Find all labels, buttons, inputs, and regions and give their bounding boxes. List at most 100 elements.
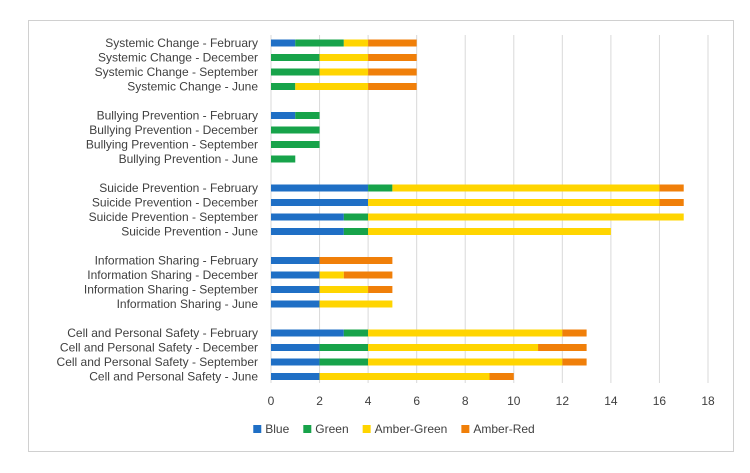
category-label: Bullying Prevention - February xyxy=(97,109,258,123)
x-tick-label: 14 xyxy=(604,394,618,408)
bar-segment xyxy=(295,83,369,90)
bar-segment xyxy=(271,126,320,134)
category-label: Suicide Prevention - December xyxy=(92,196,258,210)
bar-segment xyxy=(368,358,563,366)
legend-swatch xyxy=(461,425,470,433)
category-label: Bullying Prevention - December xyxy=(89,123,258,137)
bar-segment xyxy=(319,68,369,76)
bar-segment xyxy=(271,213,344,221)
bar-segment xyxy=(343,228,369,235)
bar-segment xyxy=(271,329,344,337)
bar-segment xyxy=(368,199,660,206)
legend-swatch xyxy=(253,425,262,433)
bar-segment xyxy=(319,300,393,308)
category-label: Cell and Personal Safety - June xyxy=(89,370,258,384)
bar-segment xyxy=(271,257,320,264)
legend-swatch xyxy=(303,425,312,433)
x-tick-label: 4 xyxy=(365,394,372,408)
bar-segment xyxy=(368,228,611,235)
category-label: Information Sharing - June xyxy=(117,297,259,311)
bar-segment xyxy=(271,286,320,293)
bar-segment xyxy=(368,329,563,337)
bar-segment xyxy=(343,271,393,279)
bar-segment xyxy=(295,39,344,47)
bar-segment xyxy=(319,344,369,351)
x-tick-label: 0 xyxy=(268,394,275,408)
bar-segment xyxy=(392,184,660,192)
x-tick-label: 6 xyxy=(413,394,420,408)
legend-swatch xyxy=(362,425,371,433)
category-label: Suicide Prevention - February xyxy=(99,181,258,195)
bar-segment xyxy=(271,228,344,235)
category-label: Suicide Prevention - September xyxy=(89,210,258,224)
bar-segment xyxy=(271,54,320,61)
chart-frame: Systemic Change - February Systemic Chang… xyxy=(28,20,734,452)
bar-segment xyxy=(343,213,369,221)
x-tick-labels: 0 2 4 6 8 10 12 14 16 18 xyxy=(268,394,715,408)
bars xyxy=(271,39,684,380)
bar-segment xyxy=(319,54,369,61)
bar-segment xyxy=(562,358,587,366)
category-label: Bullying Prevention - June xyxy=(119,152,259,166)
bar-segment xyxy=(368,184,393,192)
gridlines xyxy=(270,35,709,383)
bar-segment xyxy=(271,39,296,47)
bar-segment xyxy=(319,257,393,264)
bar-segment xyxy=(368,83,417,90)
bar-segment xyxy=(271,184,369,192)
category-label: Cell and Personal Safety - September xyxy=(57,355,258,369)
bar-segment xyxy=(271,358,320,366)
bar-segment xyxy=(271,199,369,206)
legend-label: Blue xyxy=(265,422,289,436)
category-label: Cell and Personal Safety - December xyxy=(60,341,258,355)
bar-segment xyxy=(295,112,320,119)
bar-segment xyxy=(319,358,369,366)
bar-segment xyxy=(562,329,587,337)
bar-segment xyxy=(271,300,320,308)
bar-segment xyxy=(659,184,684,192)
x-tick-label: 10 xyxy=(507,394,521,408)
bar-segment xyxy=(271,68,320,76)
category-label: Information Sharing - September xyxy=(84,283,258,297)
legend-label: Green xyxy=(315,422,348,436)
bar-segment xyxy=(343,39,369,47)
bar-segment xyxy=(368,54,417,61)
bar-segment xyxy=(271,344,320,351)
category-label: Systemic Change - June xyxy=(127,80,258,94)
bar-segment xyxy=(271,141,320,148)
legend: Blue Green Amber-Green Amber-Red xyxy=(253,422,535,436)
category-label: Systemic Change - December xyxy=(98,51,258,65)
legend-label: Amber-Red xyxy=(473,422,534,436)
x-tick-label: 18 xyxy=(701,394,715,408)
bar-segment xyxy=(343,329,369,337)
bar-segment xyxy=(271,83,296,90)
bar-segment xyxy=(368,213,684,221)
x-tick-label: 16 xyxy=(653,394,667,408)
bar-segment xyxy=(319,373,490,380)
category-label: Bullying Prevention - September xyxy=(86,138,258,152)
bar-segment xyxy=(368,68,417,76)
bar-segment xyxy=(271,373,320,380)
category-label: Information Sharing - December xyxy=(87,268,258,282)
bar-segment xyxy=(538,344,587,351)
bar-segment xyxy=(489,373,514,380)
category-label: Information Sharing - February xyxy=(95,254,258,268)
bar-segment xyxy=(319,286,369,293)
x-tick-label: 2 xyxy=(316,394,323,408)
legend-label: Amber-Green xyxy=(375,422,448,436)
x-tick-label: 12 xyxy=(556,394,570,408)
bar-segment xyxy=(271,155,296,163)
bar-segment xyxy=(319,271,344,279)
category-label: Suicide Prevention - June xyxy=(121,225,258,239)
bar-segment xyxy=(368,286,393,293)
category-label: Systemic Change - February xyxy=(105,36,258,50)
category-label: Cell and Personal Safety - February xyxy=(67,326,258,340)
bar-segment xyxy=(659,199,684,206)
bar-segment xyxy=(368,344,539,351)
bar-segment xyxy=(368,39,417,47)
bar-segment xyxy=(271,271,320,279)
x-tick-label: 8 xyxy=(462,394,469,408)
bar-segment xyxy=(271,112,296,119)
